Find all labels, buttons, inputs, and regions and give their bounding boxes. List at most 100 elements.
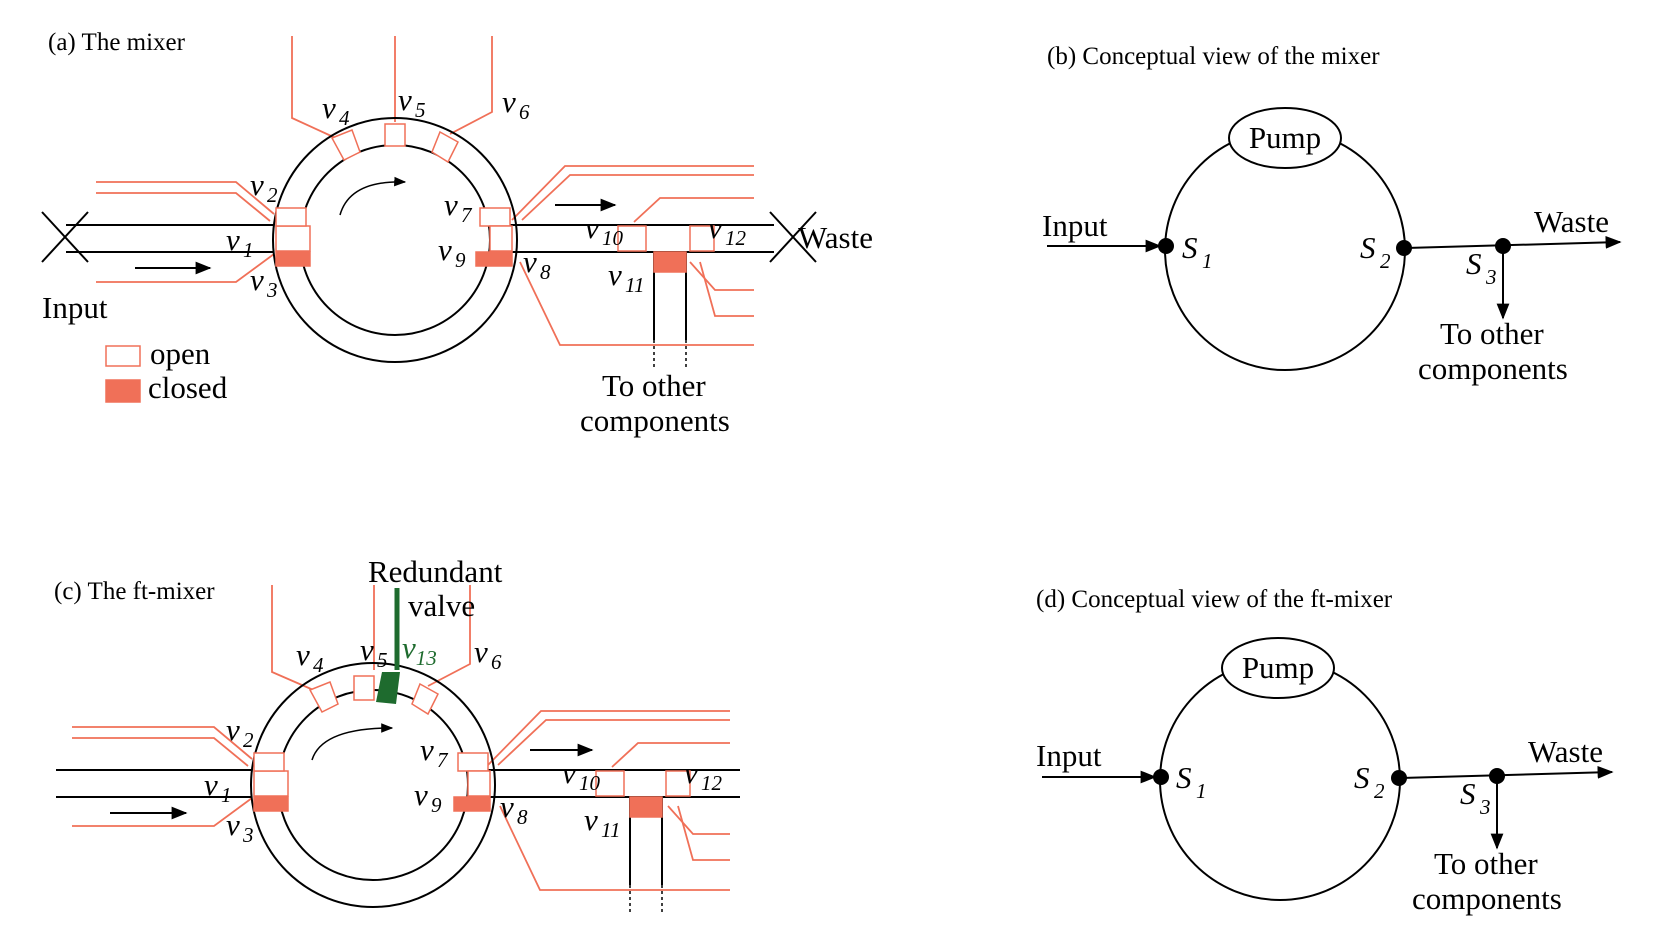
svg-text:v: v (562, 755, 576, 790)
pump-label-d: Pump (1242, 650, 1314, 685)
input-label-b: Input (1042, 208, 1108, 243)
legend-closed-swatch (105, 379, 141, 403)
waste-label-b: Waste (1534, 204, 1609, 239)
svg-text:1: 1 (221, 783, 232, 807)
svg-text:S: S (1466, 246, 1482, 281)
valve-c-v10 (595, 770, 625, 797)
svg-text:2: 2 (1374, 779, 1385, 803)
valve-v3 (275, 251, 311, 267)
svg-text:6: 6 (491, 650, 502, 674)
svg-text:12: 12 (701, 771, 723, 795)
svg-text:5: 5 (415, 98, 426, 122)
redundant-valve (376, 588, 400, 704)
node-s3-d (1489, 768, 1505, 784)
input-label-d: Input (1036, 738, 1102, 773)
valve-v9 (475, 251, 513, 267)
valve-c-v2 (253, 752, 285, 772)
svg-text:v: v (438, 232, 452, 267)
panel-a: (a) The mixer (41, 29, 873, 438)
input-x-mark (41, 211, 89, 263)
panel-c: (c) The ft-mixer (54, 554, 740, 915)
caption-b: (b) Conceptual view of the mixer (1047, 43, 1380, 70)
svg-text:11: 11 (601, 818, 620, 842)
svg-text:S: S (1460, 776, 1476, 811)
svg-text:v: v (523, 244, 537, 279)
svg-text:8: 8 (517, 805, 528, 829)
svg-text:3: 3 (1485, 265, 1497, 289)
svg-text:v: v (226, 807, 240, 842)
valve-v1 (275, 225, 311, 252)
svg-text:9: 9 (455, 248, 466, 272)
valve-v6 (431, 130, 459, 164)
svg-text:9: 9 (431, 793, 442, 817)
to-other-d-1: To other (1434, 846, 1538, 881)
svg-text:v: v (708, 210, 722, 245)
svg-text:12: 12 (725, 226, 747, 250)
svg-text:v: v (398, 82, 412, 117)
panel-d: (d) Conceptual view of the ft-mixer Pump… (1036, 586, 1614, 916)
valve-v12 (689, 225, 715, 252)
svg-text:10: 10 (602, 226, 624, 250)
svg-text:v: v (226, 222, 240, 257)
valve-v5 (384, 123, 406, 147)
legend-closed-label: closed (148, 370, 228, 405)
to-other-b-1: To other (1440, 316, 1544, 351)
svg-text:5: 5 (377, 648, 388, 672)
svg-text:3: 3 (242, 823, 254, 847)
svg-text:1: 1 (1196, 779, 1207, 803)
svg-text:v: v (500, 789, 514, 824)
control-lines-a (96, 36, 754, 346)
valve-v11 (653, 251, 687, 273)
svg-text:v: v (584, 802, 598, 837)
svg-text:v: v (296, 637, 310, 672)
caption-c: (c) The ft-mixer (54, 578, 215, 605)
svg-text:3: 3 (1479, 795, 1491, 819)
channels-c (56, 662, 740, 915)
svg-text:7: 7 (437, 748, 449, 772)
valve-c-v1 (253, 770, 289, 797)
redundant-label-1: Redundant (368, 554, 503, 589)
svg-text:v: v (684, 755, 698, 790)
to-other-d-2: components (1412, 881, 1562, 916)
svg-text:1: 1 (243, 238, 254, 262)
channels-a (66, 117, 774, 370)
svg-text:v: v (608, 257, 622, 292)
svg-text:v: v (420, 732, 434, 767)
svg-text:S: S (1354, 760, 1370, 795)
svg-text:v: v (250, 262, 264, 297)
valve-c-v8 (467, 770, 491, 797)
valve-c-v3 (253, 796, 289, 812)
to-other-a-2: components (580, 403, 730, 438)
svg-text:S: S (1360, 230, 1376, 265)
svg-text:1: 1 (1202, 249, 1213, 273)
node-s1-d (1153, 769, 1169, 785)
valve-c-v11 (629, 796, 663, 818)
svg-text:11: 11 (625, 273, 644, 297)
legend-open-label: open (150, 336, 211, 371)
valve-c-v6 (411, 682, 439, 716)
valve-v2 (275, 207, 307, 227)
pump-label-b: Pump (1249, 120, 1321, 155)
svg-text:v: v (322, 90, 336, 125)
svg-text:v: v (444, 187, 458, 222)
valve-v10 (617, 225, 647, 252)
valve-v8 (489, 225, 513, 252)
valve-v7 (479, 207, 511, 227)
pump-b (1228, 107, 1342, 169)
svg-text:4: 4 (313, 653, 324, 677)
svg-text:4: 4 (339, 106, 350, 130)
valves-a (275, 123, 715, 273)
svg-text:2: 2 (1380, 249, 1391, 273)
svg-text:v: v (226, 712, 240, 747)
valve-v4 (330, 129, 361, 161)
svg-text:v: v (360, 632, 374, 667)
pump-d (1221, 637, 1335, 699)
svg-text:S: S (1182, 230, 1198, 265)
svg-text:v: v (585, 210, 599, 245)
svg-text:8: 8 (540, 260, 551, 284)
svg-text:v: v (250, 167, 264, 202)
waste-label-d: Waste (1528, 734, 1603, 769)
valve-c-v9 (453, 796, 491, 812)
svg-text:3: 3 (266, 278, 278, 302)
